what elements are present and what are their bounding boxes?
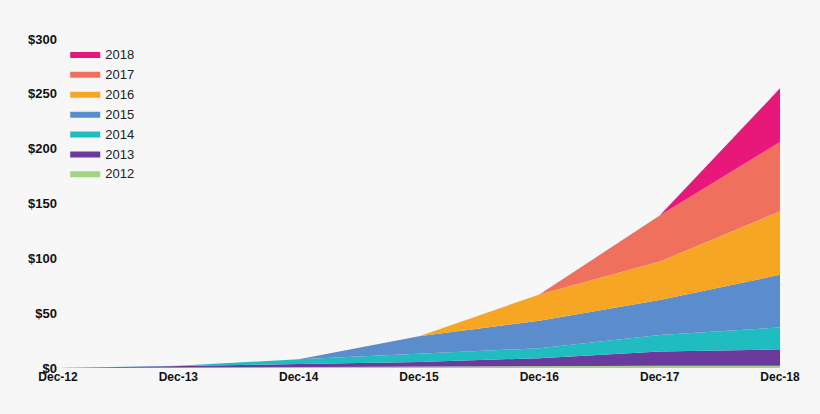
svg-text:Dec-17: Dec-17 xyxy=(640,370,680,384)
svg-text:$300: $300 xyxy=(28,32,57,47)
svg-text:$50: $50 xyxy=(35,306,57,321)
svg-text:2013: 2013 xyxy=(105,147,134,162)
svg-text:Dec-16: Dec-16 xyxy=(520,370,560,384)
svg-text:Dec-15: Dec-15 xyxy=(399,370,439,384)
svg-text:2018: 2018 xyxy=(105,47,134,62)
svg-text:2016: 2016 xyxy=(105,87,134,102)
svg-text:2012: 2012 xyxy=(105,166,134,181)
svg-text:2015: 2015 xyxy=(105,107,134,122)
svg-text:$250: $250 xyxy=(28,86,57,101)
svg-text:Dec-13: Dec-13 xyxy=(159,370,199,384)
svg-text:2017: 2017 xyxy=(105,67,134,82)
svg-text:$100: $100 xyxy=(28,251,57,266)
svg-text:2014: 2014 xyxy=(105,127,134,142)
svg-text:Dec-14: Dec-14 xyxy=(279,370,319,384)
svg-text:$200: $200 xyxy=(28,141,57,156)
svg-text:$0: $0 xyxy=(43,361,57,376)
svg-text:Dec-18: Dec-18 xyxy=(760,370,800,384)
svg-text:$150: $150 xyxy=(28,196,57,211)
svg-text:Dec-12: Dec-12 xyxy=(38,370,78,384)
